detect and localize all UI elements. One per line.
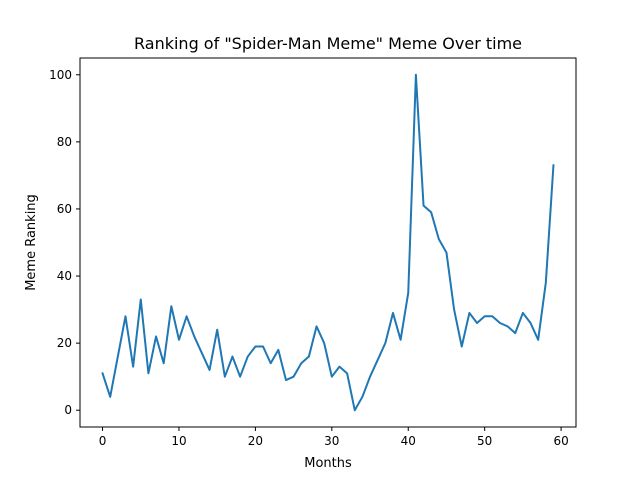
x-tick-label: 30	[324, 434, 339, 448]
x-tick-label: 60	[553, 434, 568, 448]
x-tick-label: 50	[477, 434, 492, 448]
y-axis-label: Meme Ranking	[24, 194, 39, 291]
chart-title: Ranking of "Spider-Man Meme" Meme Over t…	[134, 34, 522, 53]
x-axis-ticks: 0 10 20 30 40 50 60	[99, 427, 569, 448]
y-tick-label: 80	[57, 135, 72, 149]
x-tick-label: 40	[401, 434, 416, 448]
x-axis-label: Months	[304, 456, 352, 471]
x-tick-label: 0	[99, 434, 107, 448]
y-tick-label: 0	[64, 403, 72, 417]
series-line	[101, 73, 555, 412]
y-tick-label: 20	[57, 336, 72, 350]
y-tick-label: 40	[57, 269, 72, 283]
plot-area-frame	[79, 57, 577, 428]
y-tick-label: 60	[57, 202, 72, 216]
x-tick-label: 20	[248, 434, 263, 448]
y-axis-ticks: 0 20 40 60 80 100	[49, 68, 80, 417]
x-tick-label: 10	[171, 434, 186, 448]
y-tick-label: 100	[49, 68, 72, 82]
